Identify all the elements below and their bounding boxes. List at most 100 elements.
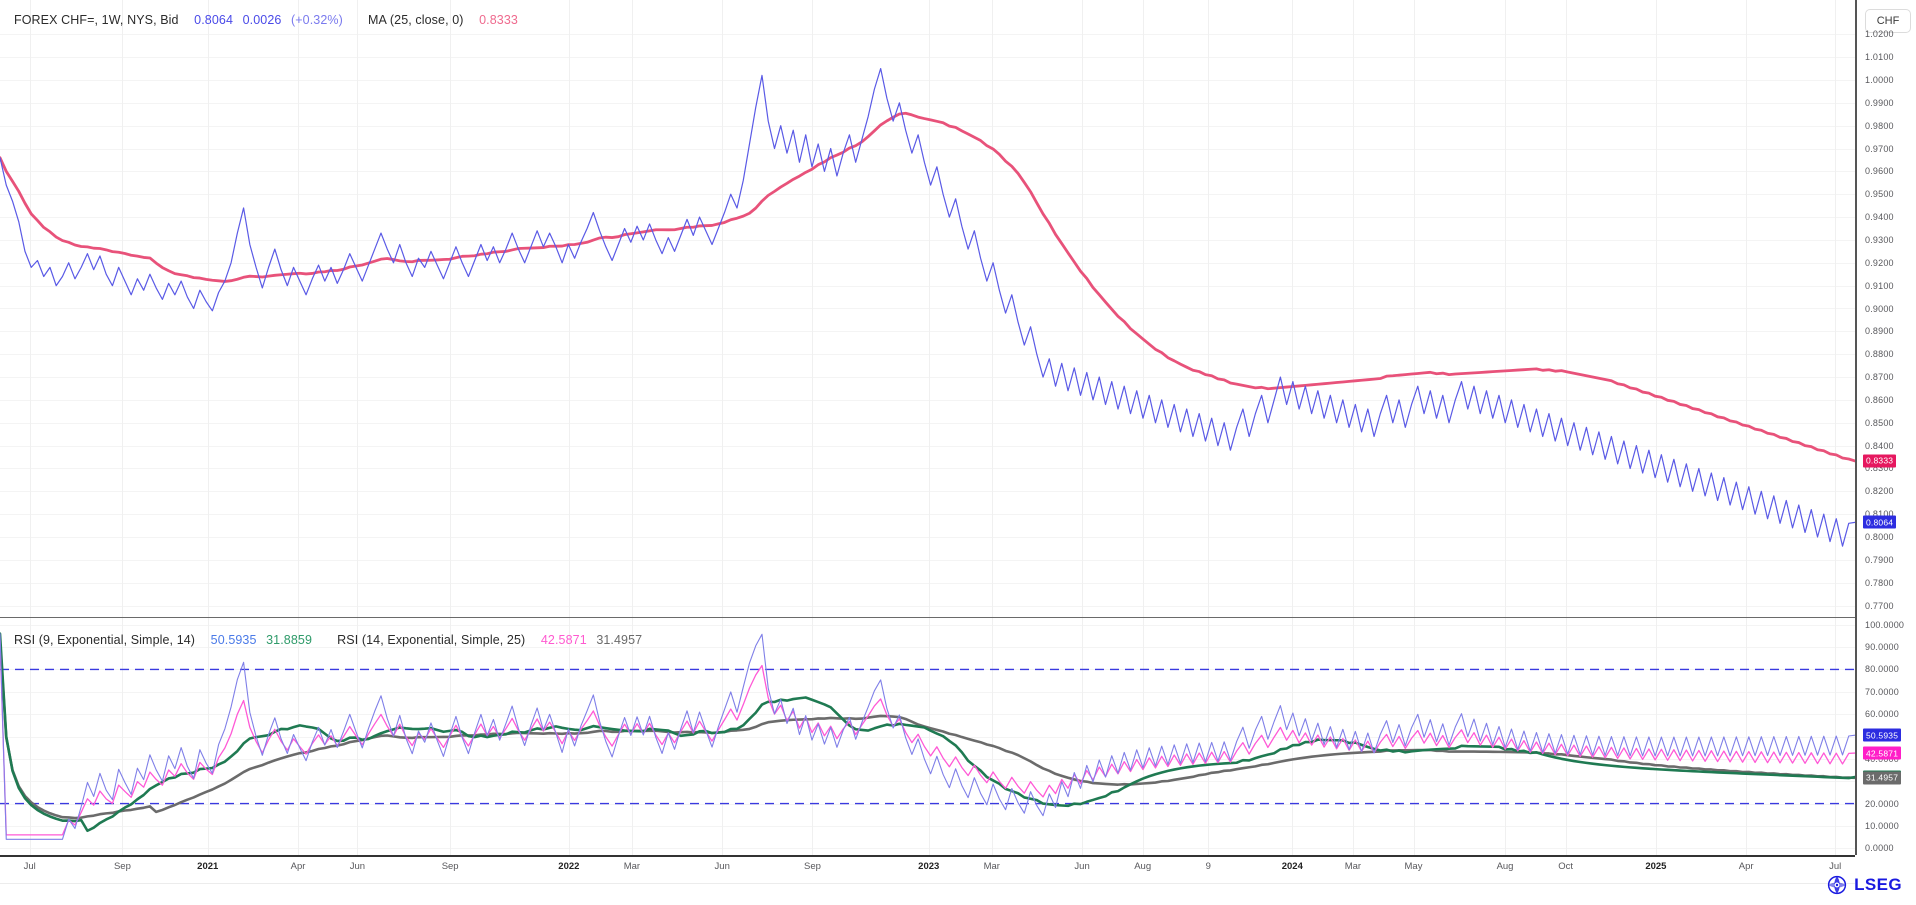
x-axis-tick: Jul (23, 861, 36, 872)
gridline-vertical (929, 618, 930, 855)
gridline-horizontal (0, 781, 1855, 782)
rsi-value-badge: 31.4957 (1863, 771, 1902, 785)
gridline-vertical (812, 618, 813, 855)
price-axis-tick: 1.0000 (1865, 74, 1894, 85)
x-axis-tick: Sep (804, 861, 821, 872)
x-axis[interactable]: Jul Sep 2021 Apr Jun Sep 2022 Mar Jun Sep 2023 Mar J… (0, 857, 1855, 883)
price-legend: FOREX CHF=, 1W, NYS, Bid 0.8064 0.0026 (… (14, 13, 518, 27)
gridline-vertical (1414, 0, 1415, 617)
x-axis-tick: Aug (1496, 861, 1514, 872)
price-axis-tick: 0.9400 (1865, 212, 1894, 223)
rsi-panel[interactable] (0, 618, 1916, 855)
lseg-emblem-icon (1827, 875, 1847, 895)
gridline-horizontal (0, 126, 1855, 127)
gridline-horizontal (0, 149, 1855, 150)
x-axis-tick: Jun (1074, 861, 1090, 872)
y-axis-separator (1855, 0, 1857, 855)
rsi2-label: RSI (14, Exponential, Simple, 25) (337, 633, 526, 647)
rsi-y-axis[interactable]: 100.000090.000080.000070.000060.000050.0… (1857, 618, 1916, 855)
price-axis-tick: 0.8700 (1865, 372, 1894, 383)
currency-badge[interactable]: CHF (1865, 9, 1911, 33)
gridline-horizontal (0, 560, 1855, 561)
gridline-horizontal (0, 606, 1855, 607)
gridline-horizontal (0, 583, 1855, 584)
gridline-vertical (1082, 0, 1083, 617)
rsi-9-line (0, 633, 1855, 840)
rsi-axis-tick: 0.0000 (1865, 843, 1894, 854)
price-axis-tick: 0.8600 (1865, 394, 1894, 405)
price-value-badge: 0.8333 (1863, 454, 1897, 468)
price-axis-tick: 0.8000 (1865, 532, 1894, 543)
price-axis-tick: 0.8200 (1865, 486, 1894, 497)
price-axis-tick: 0.8400 (1865, 440, 1894, 451)
x-axis-tick: 9 (1205, 861, 1211, 872)
gridline-vertical (1656, 0, 1657, 617)
price-panel[interactable] (0, 0, 1916, 617)
gridline-horizontal (0, 57, 1855, 58)
gridline-vertical (1746, 618, 1747, 855)
gridline-vertical (1505, 0, 1506, 617)
gridline-vertical (208, 618, 209, 855)
gridline-horizontal (0, 263, 1855, 264)
gridline-vertical (569, 0, 570, 617)
last-price-value: 0.8064 (194, 13, 234, 27)
gridline-vertical (569, 618, 570, 855)
gridline-vertical (1414, 618, 1415, 855)
x-axis-tick: Apr (290, 861, 306, 872)
gridline-horizontal (0, 848, 1855, 849)
rsi-value-badge: 50.5935 (1863, 728, 1902, 742)
x-axis-tick: Sep (113, 861, 131, 872)
gridline-horizontal (0, 308, 1855, 309)
price-change-value: 0.0026 (242, 13, 282, 27)
price-axis-tick: 0.9000 (1865, 303, 1894, 314)
x-axis-tick: Aug (1134, 861, 1152, 872)
instrument-label: FOREX CHF=, 1W, NYS, Bid (14, 13, 179, 27)
x-axis-tick: Jul (1829, 861, 1842, 872)
gridline-vertical (1208, 618, 1209, 855)
gridline-horizontal (0, 400, 1855, 401)
gridline-horizontal (0, 669, 1855, 670)
price-change-percent: (+0.32%) (291, 13, 343, 27)
gridline-vertical (1082, 618, 1083, 855)
price-axis-tick: 0.7700 (1865, 600, 1894, 611)
price-axis-tick: 0.8900 (1865, 326, 1894, 337)
lseg-wordmark: LSEG (1854, 875, 1902, 894)
gridline-horizontal (0, 514, 1855, 515)
x-axis-tick: Mar (1344, 861, 1362, 872)
rsi1-value: 50.5935 (210, 633, 257, 647)
gridline-horizontal (0, 354, 1855, 355)
gridline-vertical (298, 618, 299, 855)
gridline-vertical (1566, 618, 1567, 855)
price-axis-tick: 1.0200 (1865, 29, 1894, 40)
gridline-vertical (122, 0, 123, 617)
gridline-horizontal (0, 103, 1855, 104)
gridline-vertical (30, 618, 31, 855)
gridline-vertical (992, 0, 993, 617)
gridline-horizontal (0, 446, 1855, 447)
rsi-axis-tick: 10.0000 (1865, 820, 1899, 831)
x-axis-tick: Mar (623, 861, 641, 872)
gridline-vertical (1505, 618, 1506, 855)
price-axis-tick: 0.9300 (1865, 234, 1894, 245)
rsi-plot-area[interactable] (0, 618, 1855, 855)
x-axis-tick: Oct (1558, 861, 1573, 872)
x-axis-tick: May (1404, 861, 1423, 872)
rsi-signal-14-line (0, 632, 1855, 833)
gridline-vertical (1746, 0, 1747, 617)
gridline-horizontal (0, 737, 1855, 738)
rsi-axis-tick: 100.0000 (1865, 619, 1905, 630)
panel-divider (0, 617, 1855, 618)
price-axis-tick: 0.7900 (1865, 554, 1894, 565)
x-axis-tick: Mar (983, 861, 1000, 872)
price-axis-tick: 0.8300 (1865, 463, 1894, 474)
rsi2-value: 42.5871 (540, 633, 587, 647)
rsi1-signal-value: 31.8859 (266, 633, 312, 647)
x-axis-tick: Apr (1738, 861, 1754, 872)
gridline-vertical (1143, 0, 1144, 617)
price-y-axis[interactable]: CHF 1.0200 1.0100 1.0000 0.9900 0.9800 0.9700… (1857, 0, 1916, 617)
price-plot-area[interactable] (0, 0, 1855, 617)
price-axis-tick: 0.9800 (1865, 120, 1894, 131)
gridline-vertical (929, 0, 930, 617)
rsi-value-badge: 42.5871 (1863, 746, 1902, 760)
x-axis-line (0, 855, 1855, 857)
